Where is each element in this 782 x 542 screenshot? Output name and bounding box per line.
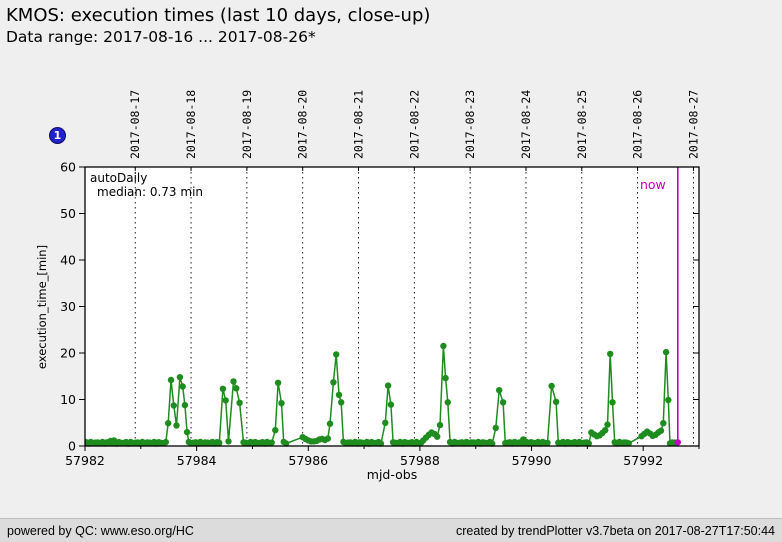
footer-powered-by: powered by QC: www.eso.org/HC (7, 523, 194, 538)
date-label: 2017-08-25 (575, 90, 589, 159)
x-tick-label: 57990 (512, 453, 552, 468)
data-point (607, 350, 614, 358)
data-point (326, 420, 334, 427)
date-label: 2017-08-22 (407, 90, 421, 159)
data-point (544, 439, 551, 446)
data-point (444, 399, 451, 406)
date-label: 2017-08-26 (631, 90, 645, 159)
data-point (602, 427, 609, 434)
date-label: 2017-08-21 (352, 90, 366, 159)
data-point (382, 419, 389, 426)
dataset-annotation: autoDaily (90, 171, 147, 185)
data-point (665, 396, 672, 404)
data-point (609, 399, 616, 406)
page-title: KMOS: execution times (last 10 days, clo… (6, 5, 431, 26)
data-point (278, 400, 285, 407)
x-tick-label: 57988 (400, 453, 440, 468)
data-point (585, 440, 592, 447)
y-tick-label: 50 (60, 206, 76, 221)
median-annotation: median: 0.73 min (97, 185, 203, 199)
now-label: now (640, 177, 666, 192)
data-point (324, 435, 331, 442)
data-point (216, 439, 223, 447)
x-tick-label: 57992 (623, 453, 663, 468)
execution-time-chart: 2017-08-17 2017-08-18 2017-08-19 2017-08-20… (35, 90, 700, 482)
plot-area (85, 167, 699, 446)
y-tick-label: 30 (60, 299, 76, 314)
plot-index-badge[interactable]: 1 (49, 127, 66, 144)
data-point (552, 398, 560, 405)
date-label: 2017-08-23 (463, 90, 477, 159)
data-point (384, 382, 392, 389)
data-point (436, 421, 444, 429)
y-tick-label: 20 (60, 346, 76, 361)
data-point (338, 399, 345, 406)
date-label: 2017-08-19 (240, 90, 254, 159)
date-gridlines: 2017-08-17 2017-08-18 2017-08-19 2017-08-20… (128, 90, 700, 446)
data-point (162, 438, 169, 446)
data-point (225, 438, 232, 445)
data-point (181, 401, 189, 409)
data-point (660, 420, 667, 427)
date-label: 2017-08-18 (184, 90, 198, 159)
data-point (492, 424, 499, 432)
data-point (230, 378, 237, 385)
data-point (222, 397, 229, 404)
y-tick-label: 0 (68, 439, 76, 454)
data-point (662, 348, 670, 356)
data-point (173, 422, 180, 429)
data-point (333, 351, 340, 358)
data-point (442, 374, 449, 382)
data-point (330, 379, 337, 386)
data-point (179, 383, 186, 390)
data-point (377, 440, 385, 447)
data-point (625, 440, 632, 447)
data-point (499, 399, 507, 406)
x-tick-label: 57984 (177, 453, 217, 468)
data-point (233, 385, 240, 392)
data-point (440, 342, 447, 350)
footer-bar: powered by QC: www.eso.org/HC created by… (0, 518, 782, 542)
data-point (282, 440, 290, 447)
chart-header: KMOS: execution times (last 10 days, clo… (6, 4, 430, 47)
y-tick-label: 60 (60, 160, 76, 175)
x-tick-label: 57986 (288, 453, 328, 468)
data-point (272, 427, 279, 434)
date-label: 2017-08-24 (519, 90, 533, 159)
data-point (167, 376, 175, 384)
data-point (604, 421, 611, 428)
y-axis: 0 10 20 30 40 50 60 execution_time_[min] (35, 160, 699, 454)
y-tick-label: 10 (60, 392, 76, 407)
date-range-subtitle: Data range: 2017-08-16 ... 2017-08-26* (6, 28, 316, 46)
x-axis: 57982 57984 57986 57988 57990 57992 mjd-obs (65, 446, 700, 482)
data-point (434, 433, 441, 440)
data-series (85, 342, 681, 447)
data-point (657, 427, 665, 434)
data-point (170, 402, 177, 409)
data-point (496, 387, 503, 394)
date-label: 2017-08-17 (128, 90, 142, 159)
data-point (548, 382, 555, 390)
data-point (274, 379, 282, 386)
data-point (387, 401, 395, 408)
data-point (183, 428, 191, 436)
date-label: 2017-08-27 (686, 90, 700, 159)
date-label: 2017-08-20 (296, 90, 310, 159)
data-point (176, 374, 184, 381)
data-point (335, 391, 343, 399)
y-tick-label: 40 (60, 253, 76, 268)
y-axis-title: execution_time_[min] (35, 245, 49, 369)
data-point (236, 399, 243, 406)
data-point (268, 439, 275, 446)
footer-created-by: created by trendPlotter v3.7beta on 2017… (456, 523, 775, 538)
x-axis-title: mjd-obs (367, 467, 417, 482)
data-point (165, 420, 172, 427)
data-point (489, 440, 496, 447)
x-tick-label: 57982 (65, 453, 105, 468)
data-point (219, 385, 227, 392)
